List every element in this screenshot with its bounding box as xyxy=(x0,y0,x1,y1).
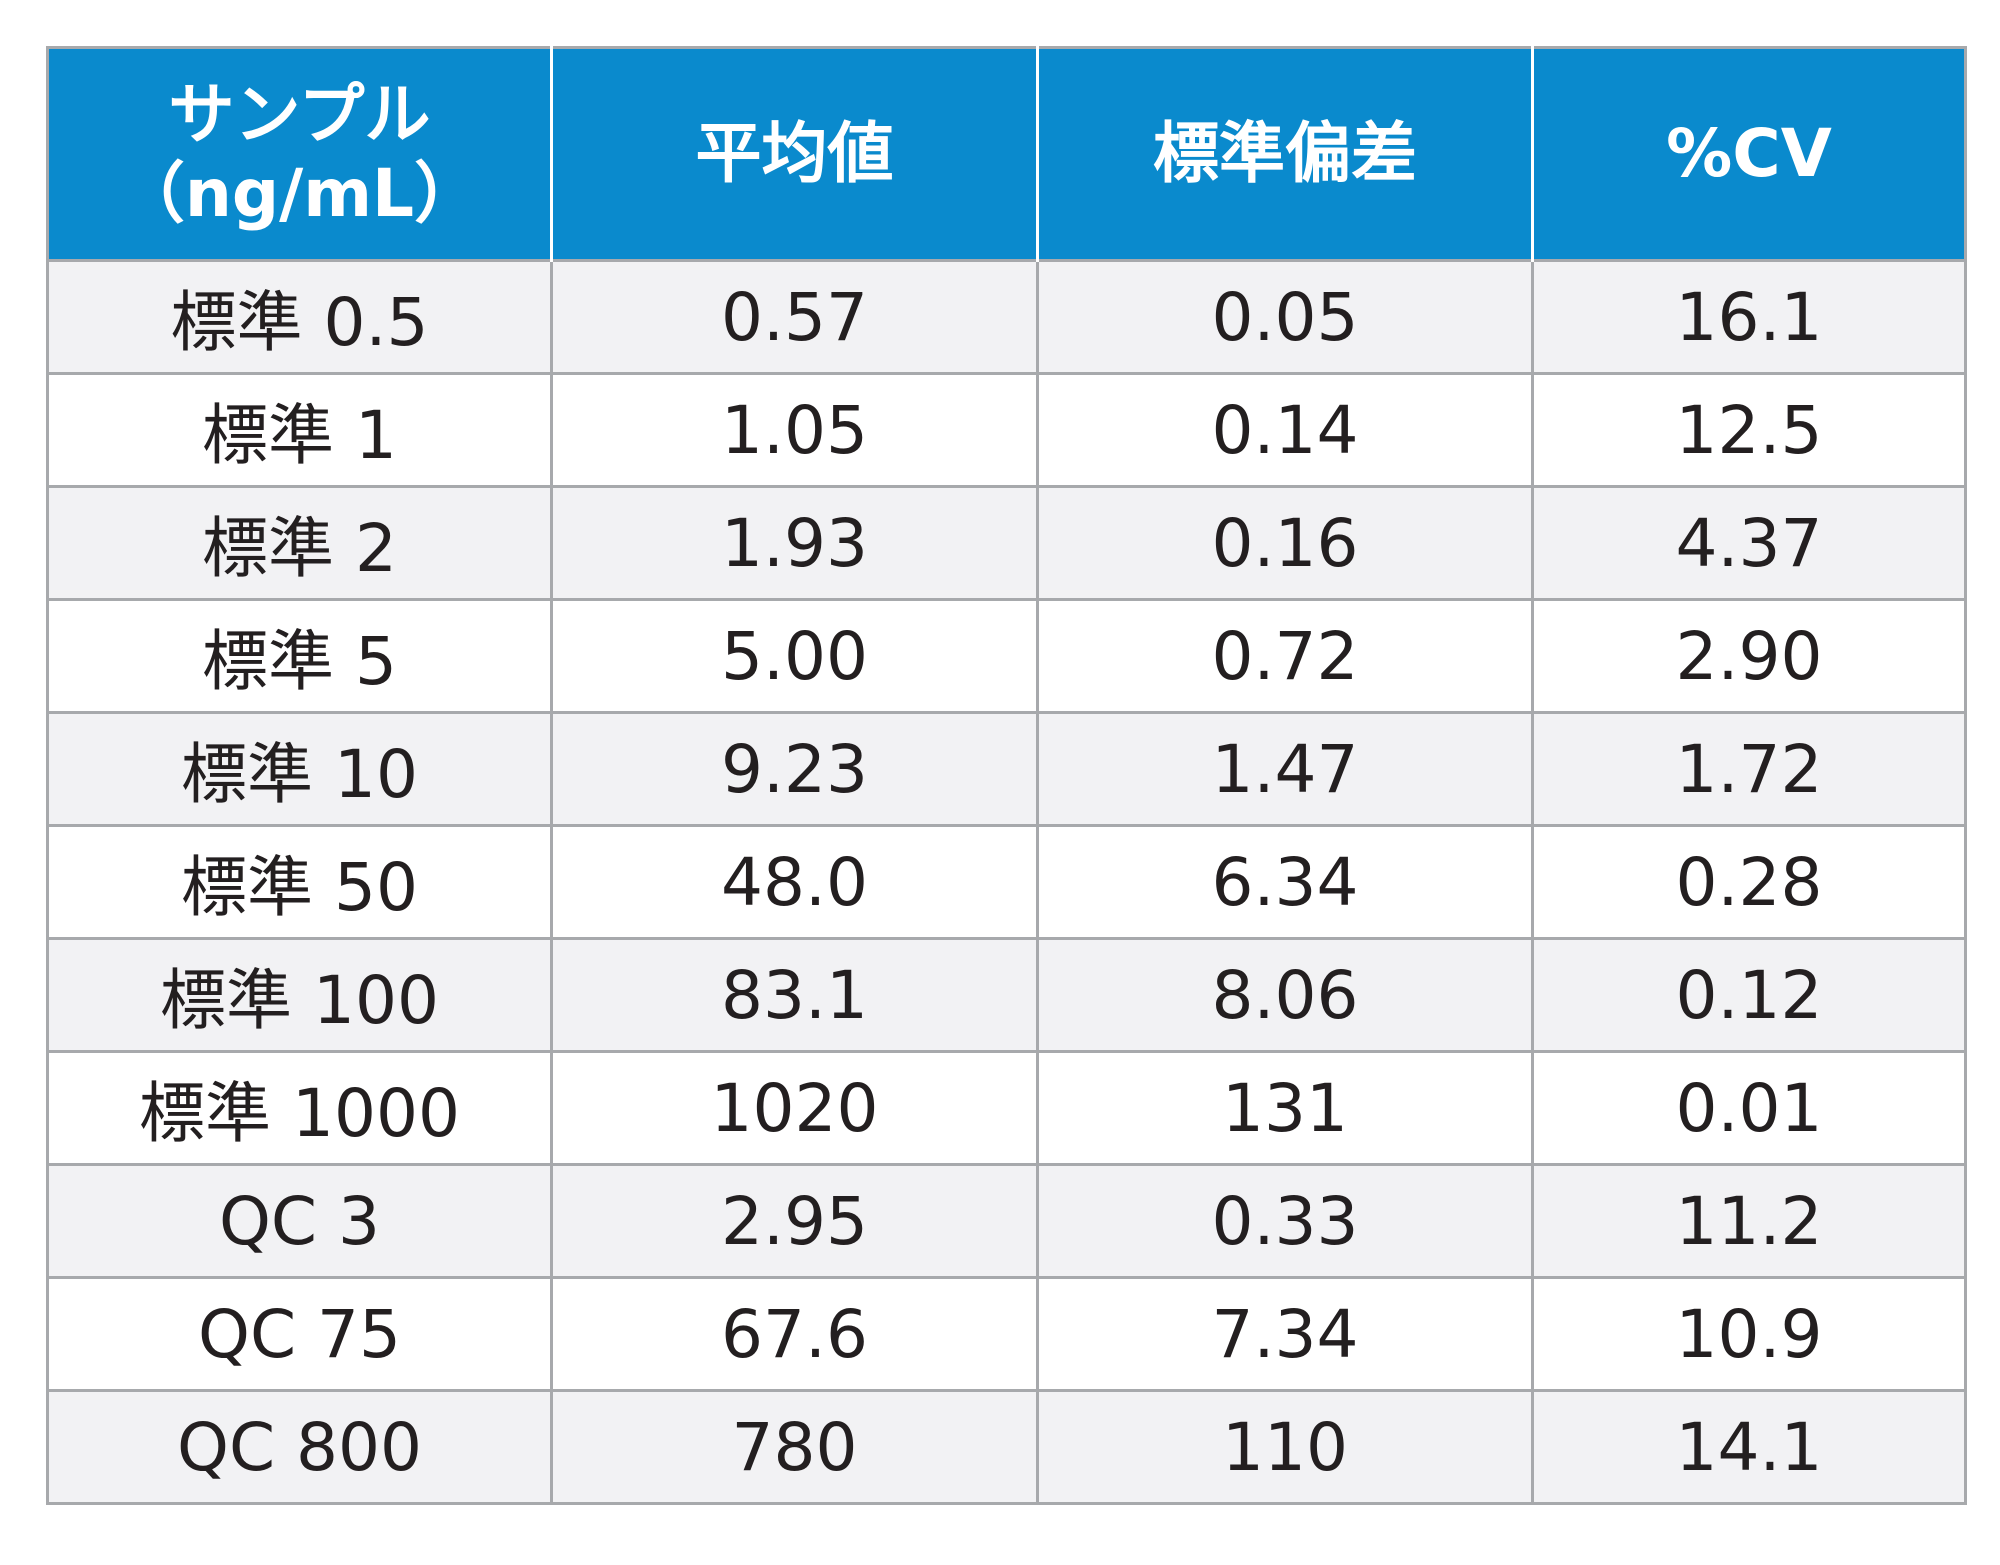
cell-std-dev: 7.34 xyxy=(1036,1276,1534,1392)
header-sample: サンプル （ng/mL） xyxy=(47,47,552,261)
cell-sample: 標準 5 xyxy=(46,598,553,714)
cell-cv: 1.72 xyxy=(1531,711,1967,827)
header-std-dev-label: 標準偏差 xyxy=(1153,115,1417,193)
cell-mean: 2.95 xyxy=(550,1163,1039,1279)
table-row: QC 3 2.95 0.33 11.2 xyxy=(46,1163,1967,1279)
cell-std-dev: 8.06 xyxy=(1036,937,1534,1053)
cell-mean: 67.6 xyxy=(550,1276,1039,1392)
table-header: サンプル （ng/mL） 平均値 標準偏差 %CV xyxy=(47,47,1966,261)
header-row: サンプル （ng/mL） 平均値 標準偏差 %CV xyxy=(47,47,1966,261)
cell-std-dev: 0.72 xyxy=(1036,598,1534,714)
cell-sample: 標準 1 xyxy=(46,372,553,488)
cell-mean: 0.57 xyxy=(550,259,1039,375)
table-row: QC 800 780 110 14.1 xyxy=(46,1389,1967,1505)
table-row: QC 75 67.6 7.34 10.9 xyxy=(46,1276,1967,1392)
cell-std-dev: 110 xyxy=(1036,1389,1534,1505)
cell-mean: 9.23 xyxy=(550,711,1039,827)
cell-cv: 11.2 xyxy=(1531,1163,1967,1279)
cell-std-dev: 1.47 xyxy=(1036,711,1534,827)
cell-sample: QC 75 xyxy=(46,1276,553,1392)
cell-mean: 1.93 xyxy=(550,485,1039,601)
cell-cv: 0.12 xyxy=(1531,937,1967,1053)
cell-mean: 1.05 xyxy=(550,372,1039,488)
table-row: 標準 2 1.93 0.16 4.37 xyxy=(46,485,1967,601)
cell-sample: 標準 1000 xyxy=(46,1050,553,1166)
header-cv-label: %CV xyxy=(1666,115,1832,193)
table-row: 標準 1 1.05 0.14 12.5 xyxy=(46,372,1967,488)
cell-cv: 2.90 xyxy=(1531,598,1967,714)
header-sample-unit: （ng/mL） xyxy=(118,155,481,232)
header-sample-label: サンプル xyxy=(168,75,431,153)
cell-std-dev: 0.05 xyxy=(1036,259,1534,375)
cell-cv: 14.1 xyxy=(1531,1389,1967,1505)
cell-std-dev: 6.34 xyxy=(1036,824,1534,940)
cell-sample: 標準 100 xyxy=(46,937,553,1053)
cell-std-dev: 0.16 xyxy=(1036,485,1534,601)
cell-sample: 標準 50 xyxy=(46,824,553,940)
cell-mean: 1020 xyxy=(550,1050,1039,1166)
table-row: 標準 5 5.00 0.72 2.90 xyxy=(46,598,1967,714)
header-mean: 平均値 xyxy=(550,47,1038,261)
cell-mean: 780 xyxy=(550,1389,1039,1505)
cell-cv: 12.5 xyxy=(1531,372,1967,488)
cell-cv: 0.28 xyxy=(1531,824,1967,940)
table-row: 標準 10 9.23 1.47 1.72 xyxy=(46,711,1967,827)
cell-std-dev: 131 xyxy=(1036,1050,1534,1166)
cell-std-dev: 0.33 xyxy=(1036,1163,1534,1279)
header-std-dev: 標準偏差 xyxy=(1036,47,1533,261)
header-mean-label: 平均値 xyxy=(695,115,894,193)
table-body: 標準 0.5 0.57 0.05 16.1 標準 1 1.05 0.14 12.5 標準 2 1.… xyxy=(46,259,1967,1505)
cell-std-dev: 0.14 xyxy=(1036,372,1534,488)
table-row: 標準 1000 1020 131 0.01 xyxy=(46,1050,1967,1166)
cell-mean: 48.0 xyxy=(550,824,1039,940)
cell-sample: 標準 0.5 xyxy=(46,259,553,375)
header-cv: %CV xyxy=(1531,47,1966,261)
table-row: 標準 50 48.0 6.34 0.28 xyxy=(46,824,1967,940)
cell-sample: QC 800 xyxy=(46,1389,553,1505)
cell-sample: 標準 10 xyxy=(46,711,553,827)
cell-cv: 16.1 xyxy=(1531,259,1967,375)
cell-cv: 0.01 xyxy=(1531,1050,1967,1166)
results-table: サンプル （ng/mL） 平均値 標準偏差 %CV 標準 0.5 0.57 0.05… xyxy=(46,46,1967,1505)
cell-sample: QC 3 xyxy=(46,1163,553,1279)
cell-sample: 標準 2 xyxy=(46,485,553,601)
cell-cv: 4.37 xyxy=(1531,485,1967,601)
cell-mean: 83.1 xyxy=(550,937,1039,1053)
table-row: 標準 0.5 0.57 0.05 16.1 xyxy=(46,259,1967,375)
cell-mean: 5.00 xyxy=(550,598,1039,714)
cell-cv: 10.9 xyxy=(1531,1276,1967,1392)
table-row: 標準 100 83.1 8.06 0.12 xyxy=(46,937,1967,1053)
